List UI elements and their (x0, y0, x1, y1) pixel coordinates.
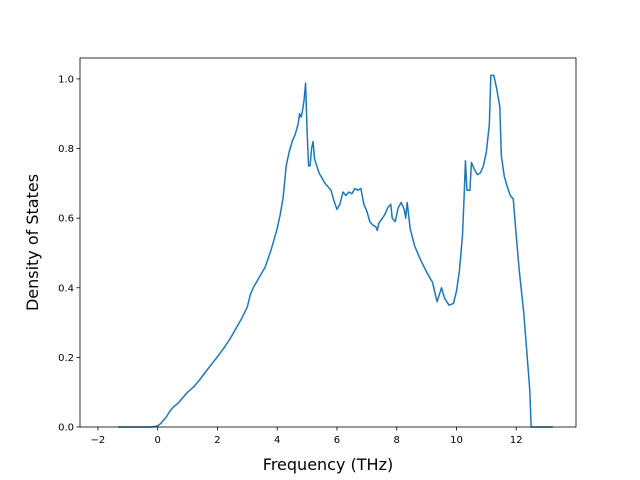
x-tick-label: −2 (91, 435, 106, 446)
y-tick-label: 0.6 (58, 214, 74, 225)
axes-frame (79, 57, 577, 428)
x-axis-ticks: −2 0 2 4 6 8 10 12 (91, 427, 523, 446)
x-tick-label: 10 (450, 435, 463, 446)
y-tick-label: 0.4 (58, 283, 74, 294)
y-tick-label: 0.8 (58, 144, 74, 155)
plot-area (118, 74, 553, 428)
x-tick-label: 2 (214, 435, 220, 446)
x-tick-label: 4 (274, 435, 280, 446)
x-tick-label: 8 (394, 435, 400, 446)
y-axis-label: Density of States (23, 174, 42, 311)
dos-series-line-0 (118, 74, 553, 428)
x-tick-label: 6 (334, 435, 340, 446)
y-tick-label: 0.2 (58, 353, 74, 364)
x-axis-label: Frequency (THz) (263, 455, 393, 474)
y-axis-ticks: 0.0 0.2 0.4 0.6 0.8 1.0 (58, 74, 80, 434)
x-tick-label: 12 (510, 435, 523, 446)
y-tick-label: 0.0 (58, 423, 74, 434)
x-tick-label: 0 (154, 435, 160, 446)
y-tick-label: 1.0 (58, 74, 74, 85)
